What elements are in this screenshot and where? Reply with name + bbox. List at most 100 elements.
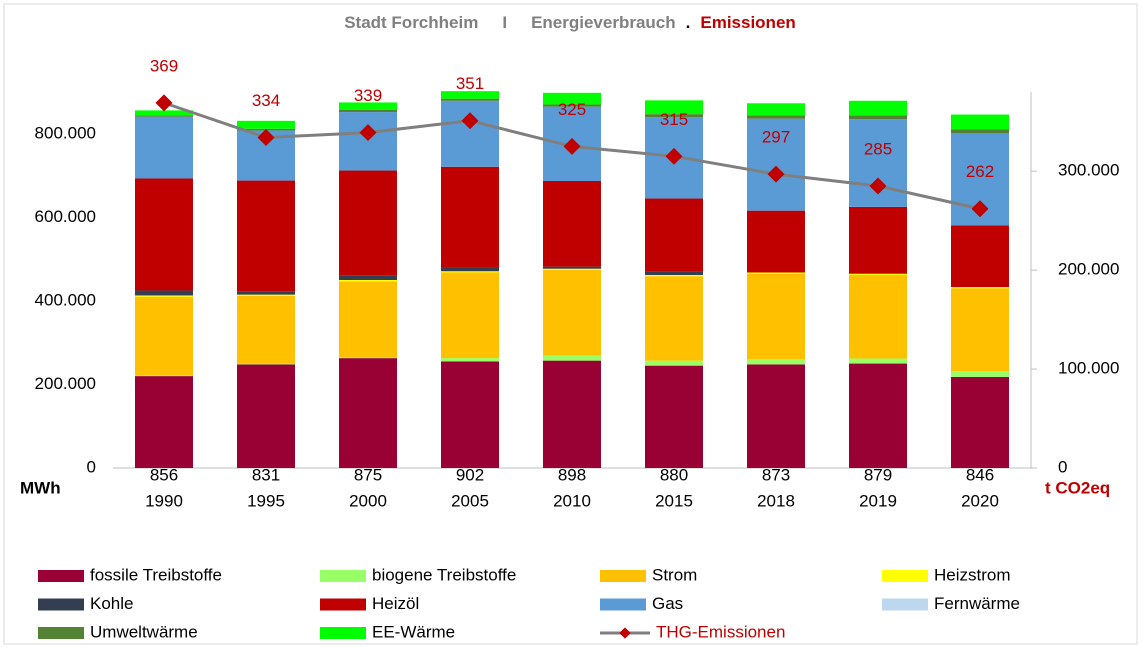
bar-segment — [135, 110, 193, 116]
y2-tick-label: 200.000 — [1058, 260, 1119, 279]
bar-segment — [441, 361, 499, 468]
bar-segment — [543, 104, 601, 107]
total-label: 846 — [966, 465, 994, 484]
legend-swatch — [882, 570, 928, 582]
x-tick-label: 2018 — [757, 491, 795, 510]
bar-segment — [237, 364, 295, 468]
title-part: Emissionen — [700, 13, 795, 32]
data-label: 325 — [558, 100, 586, 119]
y-tick-label: 800.000 — [35, 123, 96, 142]
y2-tick-label: 0 — [1058, 457, 1067, 476]
bar-segment — [747, 118, 805, 211]
bar-segment — [849, 363, 907, 468]
emission-marker — [869, 177, 887, 195]
legend-label: biogene Treibstoffe — [372, 565, 516, 584]
bar-segment — [849, 274, 907, 359]
data-label: 351 — [456, 74, 484, 93]
bar-segment — [237, 363, 295, 365]
data-label: 339 — [354, 86, 382, 105]
legend-swatch — [38, 570, 84, 582]
bar-segment — [339, 281, 397, 358]
data-label: 285 — [864, 139, 892, 158]
chart-title: Stadt Forchheim I Energieverbrauch. Emissio… — [344, 13, 796, 32]
y-tick-label: 0 — [87, 457, 96, 476]
x-tick-label: 2020 — [961, 491, 999, 510]
legend-swatch — [320, 627, 366, 639]
legend-label: Umweltwärme — [90, 622, 198, 641]
bar-segment — [951, 371, 1009, 377]
bar-segment — [543, 180, 601, 267]
bar-segment — [951, 225, 1009, 288]
legend-label: EE-Wärme — [372, 622, 455, 641]
bar-segment — [543, 355, 601, 361]
legend-swatch — [320, 570, 366, 582]
data-label: 297 — [762, 128, 790, 147]
x-tick-label: 1990 — [145, 491, 183, 510]
bar-segment — [441, 100, 499, 167]
bar-segment — [849, 206, 907, 274]
bar-segment — [951, 287, 1009, 289]
y2-axis-label: t CO2eq — [1045, 478, 1110, 497]
legend-swatch — [600, 570, 646, 582]
bar-segment — [747, 273, 805, 360]
bar-segment — [339, 109, 397, 113]
bar-segment — [339, 112, 397, 171]
bar-segment — [135, 115, 193, 117]
y-tick-label: 400.000 — [35, 290, 96, 309]
total-label: 873 — [762, 465, 790, 484]
bar-segment — [135, 178, 193, 291]
bar-segment — [441, 91, 499, 99]
bar-segment — [747, 210, 805, 273]
bar-segment — [645, 100, 703, 115]
emission-marker — [665, 147, 683, 165]
bar-segment — [645, 271, 703, 275]
total-label: 879 — [864, 465, 892, 484]
legend-swatch — [38, 598, 84, 611]
bar-segment — [849, 358, 907, 364]
title-part: . — [686, 13, 691, 32]
data-label: 262 — [966, 162, 994, 181]
data-label: 315 — [660, 110, 688, 129]
bar-segment — [645, 114, 703, 118]
legend-swatch — [882, 598, 928, 611]
total-label: 902 — [456, 465, 484, 484]
y-tick-label: 200.000 — [35, 374, 96, 393]
emission-marker — [257, 129, 275, 147]
emission-marker — [155, 94, 173, 112]
x-tick-label: 2019 — [859, 491, 897, 510]
bar-segment — [135, 295, 193, 297]
x-tick-label: 2000 — [349, 491, 387, 510]
legend-swatch — [320, 598, 366, 611]
bar-segment — [441, 166, 499, 268]
bar-segment — [339, 280, 397, 282]
x-tick-label: 1995 — [247, 491, 285, 510]
x-tick-label: 2005 — [451, 491, 489, 510]
bar-segment — [135, 376, 193, 468]
bar-segment — [747, 364, 805, 468]
legend-label: THG-Emissionen — [656, 622, 785, 641]
bar-segment — [543, 360, 601, 468]
total-label: 875 — [354, 465, 382, 484]
x-tick-label: 2015 — [655, 491, 693, 510]
bar-segment — [645, 360, 703, 366]
x-tick-label: 2010 — [553, 491, 591, 510]
legend-marker — [619, 627, 631, 639]
bar-segment — [543, 269, 601, 356]
bar-segment — [339, 102, 397, 110]
bar-segment — [135, 116, 193, 179]
bar-segment — [339, 357, 397, 359]
bar-segment — [645, 365, 703, 468]
bar-segment — [849, 115, 907, 120]
bar-segment — [645, 198, 703, 272]
bar-segment — [135, 296, 193, 376]
bar-segment — [543, 268, 601, 270]
emission-marker — [563, 137, 581, 155]
bar-segment — [645, 274, 703, 277]
bar-segment — [441, 267, 499, 272]
legend-label: Heizöl — [372, 594, 419, 613]
y-axis-label: MWh — [20, 478, 61, 497]
bar-segment — [339, 275, 397, 280]
bar-segment — [747, 115, 805, 119]
data-label: 369 — [150, 56, 178, 75]
